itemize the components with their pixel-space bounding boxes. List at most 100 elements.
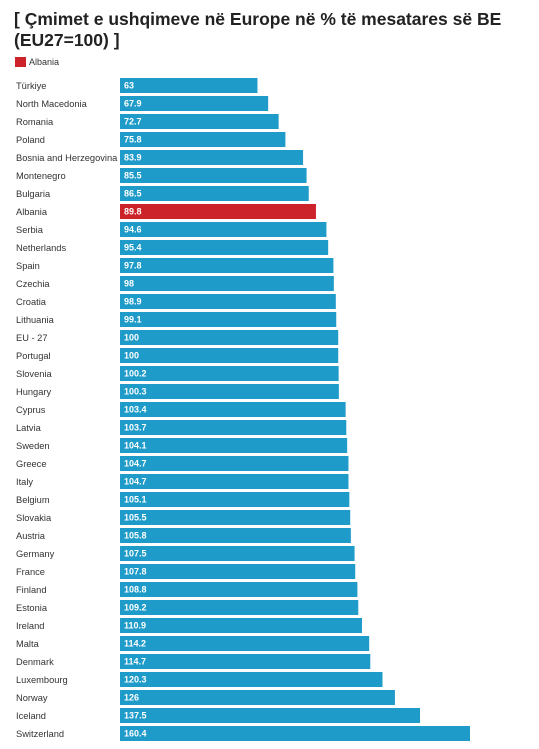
value-label-latvia: 103.7 bbox=[124, 423, 147, 433]
value-label-poland: 75.8 bbox=[124, 135, 142, 145]
legend-label-albania: Albania bbox=[29, 57, 60, 67]
category-label-cyprus: Cyprus bbox=[16, 405, 46, 415]
value-label-luxembourg: 120.3 bbox=[124, 675, 147, 685]
value-label-finland: 108.8 bbox=[124, 585, 147, 595]
category-label-germany: Germany bbox=[16, 549, 55, 559]
bar-estonia bbox=[120, 600, 359, 615]
category-label-italy: Italy bbox=[16, 477, 33, 487]
bar-latvia bbox=[120, 420, 347, 435]
category-label-switzerland: Switzerland bbox=[16, 729, 64, 739]
bar-bulgaria bbox=[120, 186, 309, 201]
value-label-north-macedonia: 67.9 bbox=[124, 99, 142, 109]
bar-spain bbox=[120, 258, 334, 273]
bar-czechia bbox=[120, 276, 334, 291]
value-label-cyprus: 103.4 bbox=[124, 405, 147, 415]
bar-cyprus bbox=[120, 402, 346, 417]
category-label-czechia: Czechia bbox=[16, 279, 50, 289]
bar-serbia bbox=[120, 222, 327, 237]
value-label-germany: 107.5 bbox=[124, 549, 147, 559]
value-label-eu-27: 100 bbox=[124, 333, 139, 343]
bar-north-macedonia bbox=[120, 96, 269, 111]
category-label-luxembourg: Luxembourg bbox=[16, 675, 68, 685]
value-label-austria: 105.8 bbox=[124, 531, 147, 541]
value-label-denmark: 114.7 bbox=[124, 657, 146, 667]
value-label-czechia: 98 bbox=[124, 279, 134, 289]
value-label-malta: 114.2 bbox=[124, 639, 146, 649]
bar-luxembourg bbox=[120, 672, 383, 687]
bar-poland bbox=[120, 132, 286, 147]
bar-eu-27 bbox=[120, 330, 339, 345]
bar-malta bbox=[120, 636, 370, 651]
value-label-greece: 104.7 bbox=[124, 459, 147, 469]
bar-denmark bbox=[120, 654, 371, 669]
value-label-croatia: 98.9 bbox=[124, 297, 142, 307]
legend: Albania bbox=[15, 57, 59, 67]
category-label-slovakia: Slovakia bbox=[16, 513, 52, 523]
legend-swatch-albania bbox=[15, 57, 26, 67]
value-label-france: 107.8 bbox=[124, 567, 147, 577]
category-label-lithuania: Lithuania bbox=[16, 315, 55, 325]
category-label-north-macedonia: North Macedonia bbox=[16, 99, 88, 109]
chart-title: [ Çmimet e ushqimeve në Europe në % të m… bbox=[14, 9, 502, 50]
bar-portugal bbox=[120, 348, 339, 363]
value-label-spain: 97.8 bbox=[124, 261, 142, 271]
bar-lithuania bbox=[120, 312, 337, 327]
category-label-bosnia-and-herzegovina: Bosnia and Herzegovina bbox=[16, 153, 118, 163]
bar-hungary bbox=[120, 384, 339, 399]
bar-albania bbox=[120, 204, 316, 219]
value-label-romania: 72.7 bbox=[124, 117, 142, 127]
category-label-montenegro: Montenegro bbox=[16, 171, 66, 181]
category-label-iceland: Iceland bbox=[16, 711, 46, 721]
category-label-netherlands: Netherlands bbox=[16, 243, 66, 253]
value-label-iceland: 137.5 bbox=[124, 711, 147, 721]
bar-slovakia bbox=[120, 510, 351, 525]
value-label-bulgaria: 86.5 bbox=[124, 189, 142, 199]
category-label-malta: Malta bbox=[16, 639, 40, 649]
bar-switzerland bbox=[120, 726, 470, 741]
category-label-spain: Spain bbox=[16, 261, 40, 271]
bar-germany bbox=[120, 546, 355, 561]
bar-austria bbox=[120, 528, 351, 543]
value-label-serbia: 94.6 bbox=[124, 225, 142, 235]
category-label-latvia: Latvia bbox=[16, 423, 42, 433]
category-label-bulgaria: Bulgaria bbox=[16, 189, 51, 199]
bar-finland bbox=[120, 582, 358, 597]
value-label-estonia: 109.2 bbox=[124, 603, 147, 613]
category-label-poland: Poland bbox=[16, 135, 45, 145]
value-label-t-rkiye: 63 bbox=[124, 81, 134, 91]
category-label-norway: Norway bbox=[16, 693, 48, 703]
bar-slovenia bbox=[120, 366, 339, 381]
bar-ireland bbox=[120, 618, 362, 633]
value-label-bosnia-and-herzegovina: 83.9 bbox=[124, 153, 142, 163]
category-label-greece: Greece bbox=[16, 459, 47, 469]
category-label-france: France bbox=[16, 567, 45, 577]
value-label-italy: 104.7 bbox=[124, 477, 147, 487]
value-label-albania: 89.8 bbox=[124, 207, 142, 217]
category-label-slovenia: Slovenia bbox=[16, 369, 52, 379]
category-label-denmark: Denmark bbox=[16, 657, 54, 667]
category-label-finland: Finland bbox=[16, 585, 47, 595]
category-label-hungary: Hungary bbox=[16, 387, 51, 397]
bar-croatia bbox=[120, 294, 336, 309]
value-label-lithuania: 99.1 bbox=[124, 315, 142, 325]
value-label-slovakia: 105.5 bbox=[124, 513, 147, 523]
bar-belgium bbox=[120, 492, 350, 507]
bar-bosnia-and-herzegovina bbox=[120, 150, 304, 165]
value-label-portugal: 100 bbox=[124, 351, 139, 361]
bar-sweden bbox=[120, 438, 348, 453]
bar-netherlands bbox=[120, 240, 329, 255]
value-label-montenegro: 85.5 bbox=[124, 171, 142, 181]
value-label-hungary: 100.3 bbox=[124, 387, 147, 397]
value-label-belgium: 105.1 bbox=[124, 495, 147, 505]
value-label-switzerland: 160.4 bbox=[124, 729, 147, 739]
value-label-norway: 126 bbox=[124, 693, 139, 703]
value-label-slovenia: 100.2 bbox=[124, 369, 147, 379]
category-label-ireland: Ireland bbox=[16, 621, 44, 631]
category-label-sweden: Sweden bbox=[16, 441, 50, 451]
category-label-serbia: Serbia bbox=[16, 225, 44, 235]
bar-greece bbox=[120, 456, 349, 471]
bar-iceland bbox=[120, 708, 421, 723]
category-label-croatia: Croatia bbox=[16, 297, 47, 307]
category-label-albania: Albania bbox=[16, 207, 48, 217]
